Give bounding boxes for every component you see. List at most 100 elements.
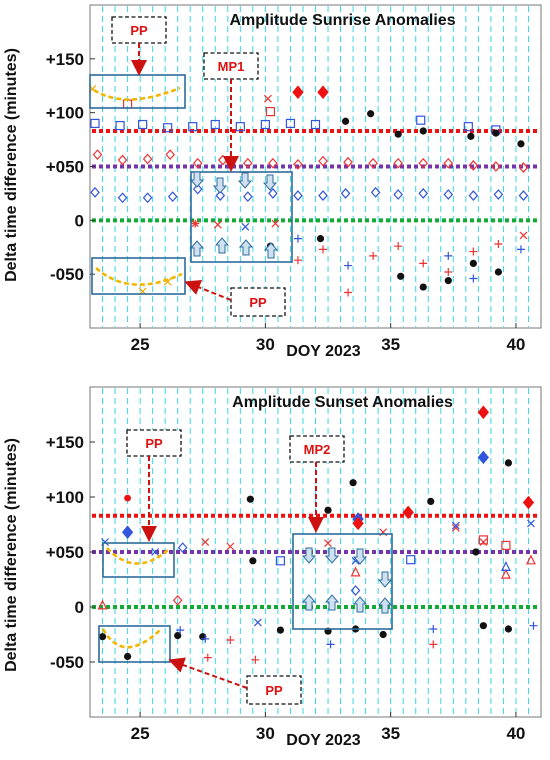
shift-arrow-icon [301,547,317,564]
data-point [268,157,278,169]
data-point [526,554,536,565]
inset-frame [190,171,293,263]
data-point [529,621,538,630]
data-point [344,261,353,270]
data-point [226,636,235,644]
data-point [293,234,302,243]
data-point [516,245,525,254]
data-point [429,625,438,633]
data-point [317,85,329,99]
series-6 [213,94,528,240]
data-point [142,153,153,165]
shift-arrow-icon [189,171,205,188]
data-point [201,634,210,643]
data-point [467,132,475,140]
data-point [418,157,429,169]
inset-curve [95,267,183,286]
data-point [522,495,535,510]
series-9 [293,240,503,297]
data-point [463,122,473,132]
callout-label: PP [130,23,148,38]
data-point [174,632,182,640]
data-point [318,190,328,201]
series-8 [191,219,200,228]
data-point [493,189,504,200]
data-point [429,640,438,649]
data-point [142,192,153,204]
data-point [469,274,478,283]
data-point [527,519,535,528]
series-10 [172,594,183,606]
data-point [500,568,511,579]
shift-arrow-icon [352,596,368,613]
series-3 [90,183,529,204]
inset-curve [101,628,161,649]
data-point [226,542,235,551]
data-point [427,497,435,505]
series-15 [352,516,364,531]
inset-frame [102,542,175,578]
callout-label: PP [145,436,163,451]
series-1 [121,450,490,539]
y-tick-label: -050 [50,265,84,284]
series-8 [203,636,438,664]
x-tick-label: 40 [506,724,525,743]
data-point [369,251,378,260]
data-point [419,259,428,268]
inset-curve [106,547,169,565]
data-point [319,245,328,254]
shift-arrow-icon [263,242,279,259]
callout-mp2: MP2 [289,435,345,463]
shift-arrow-icon [301,594,317,611]
data-point [491,161,501,172]
data-point [326,640,335,649]
data-point [268,188,278,199]
callout-frame [230,287,286,317]
callout-pp: PP [246,675,302,705]
data-point [293,158,303,170]
data-point [215,190,226,201]
callout-frame [203,52,259,80]
callout-frame [126,429,182,457]
data-point [518,190,529,201]
data-point [501,540,511,551]
data-point [478,535,488,545]
data-point [443,157,454,169]
x-axis-label: DOY 2023 [286,343,361,360]
shift-arrow-icon [214,237,230,254]
data-point [340,188,351,199]
data-point [406,555,416,565]
x-tick-label: 35 [381,724,400,743]
data-point [494,268,503,276]
data-point [265,106,275,117]
data-point [418,188,429,199]
shift-arrow-icon [212,177,228,194]
series-2 [92,149,529,173]
callout-pp: PP [111,16,167,44]
data-point [472,548,480,556]
data-point [191,219,200,228]
x-axis-label: DOY 2023 [286,732,361,749]
data-point [477,405,490,420]
callout-label: PP [265,683,283,698]
data-point [402,505,414,520]
data-point [504,625,513,633]
data-point [243,191,253,203]
shift-arrow-icon [238,239,254,256]
callout-frame [289,435,345,463]
chart-title: Amplitude Sunset Anomalies [232,394,453,411]
shift-arrow-icon [352,548,368,565]
series-0 [124,494,131,502]
data-point [210,119,220,130]
data-point [241,222,250,231]
callout-mp1: MP1 [203,52,259,80]
data-point [253,618,262,627]
data-point [349,479,357,487]
data-point [177,542,188,554]
x-tick-label: 35 [381,335,400,354]
data-point [416,115,426,125]
shift-arrow-icon [324,594,340,611]
data-point [263,94,272,103]
callout-label: PP [249,295,267,310]
